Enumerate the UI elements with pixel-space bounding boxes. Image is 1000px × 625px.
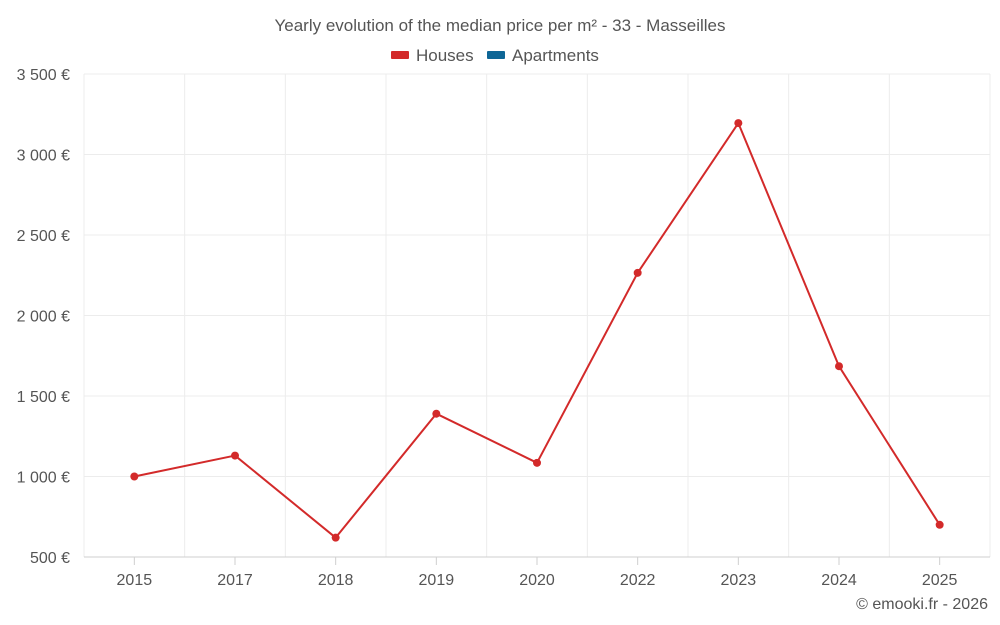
y-tick-label: 1 000 € <box>17 470 70 487</box>
chart-title: Yearly evolution of the median price per… <box>274 16 725 35</box>
legend-label-apartments: Apartments <box>512 46 599 65</box>
legend-item-houses[interactable]: Houses <box>391 46 474 65</box>
x-tick-label: 2022 <box>620 572 656 589</box>
legend-label-houses: Houses <box>416 46 474 65</box>
horizontal-gridlines <box>84 73 990 477</box>
data-point-houses[interactable] <box>331 533 340 542</box>
x-tick-label: 2015 <box>117 572 153 589</box>
data-point-houses[interactable] <box>935 520 944 529</box>
data-point-houses[interactable] <box>231 451 239 460</box>
y-tick-label: 3 500 € <box>17 67 70 84</box>
x-tick-label: 2020 <box>519 572 555 589</box>
y-tick-label: 2 500 € <box>17 228 70 245</box>
legend: Houses Apartments <box>391 46 599 65</box>
y-tick-label: 2 000 € <box>17 309 70 326</box>
x-tick-label: 2023 <box>721 572 757 589</box>
y-tick-label: 3 000 € <box>17 148 70 165</box>
x-tick-label: 2024 <box>821 572 857 589</box>
y-axis-ticks: 500 € 1 000 € 1 500 € 2 000 € 2 500 € 3 000 €… <box>17 67 70 567</box>
data-point-houses[interactable] <box>835 362 843 371</box>
y-tick-label: 500 € <box>30 550 70 567</box>
y-tick-label: 1 500 € <box>17 389 70 406</box>
x-tick-label: 2018 <box>318 572 354 589</box>
series-layer <box>130 119 944 542</box>
legend-swatch-apartments <box>487 51 505 59</box>
series-line-houses <box>134 122 941 539</box>
x-tick-label: 2025 <box>922 572 958 589</box>
data-point-houses[interactable] <box>533 458 541 467</box>
x-tick-label: 2019 <box>419 572 455 589</box>
data-point-houses[interactable] <box>734 119 743 128</box>
legend-swatch-houses <box>391 51 409 59</box>
x-axis-ticks: 2015 2017 2018 2019 2020 2022 2023 2024 2025 <box>117 557 958 589</box>
copyright: © emooki.fr - 2026 <box>856 596 988 613</box>
legend-item-apartments[interactable]: Apartments <box>487 46 599 65</box>
data-point-houses[interactable] <box>633 268 642 277</box>
x-tick-label: 2017 <box>217 572 253 589</box>
data-point-houses[interactable] <box>130 472 139 481</box>
data-point-houses[interactable] <box>432 409 441 418</box>
